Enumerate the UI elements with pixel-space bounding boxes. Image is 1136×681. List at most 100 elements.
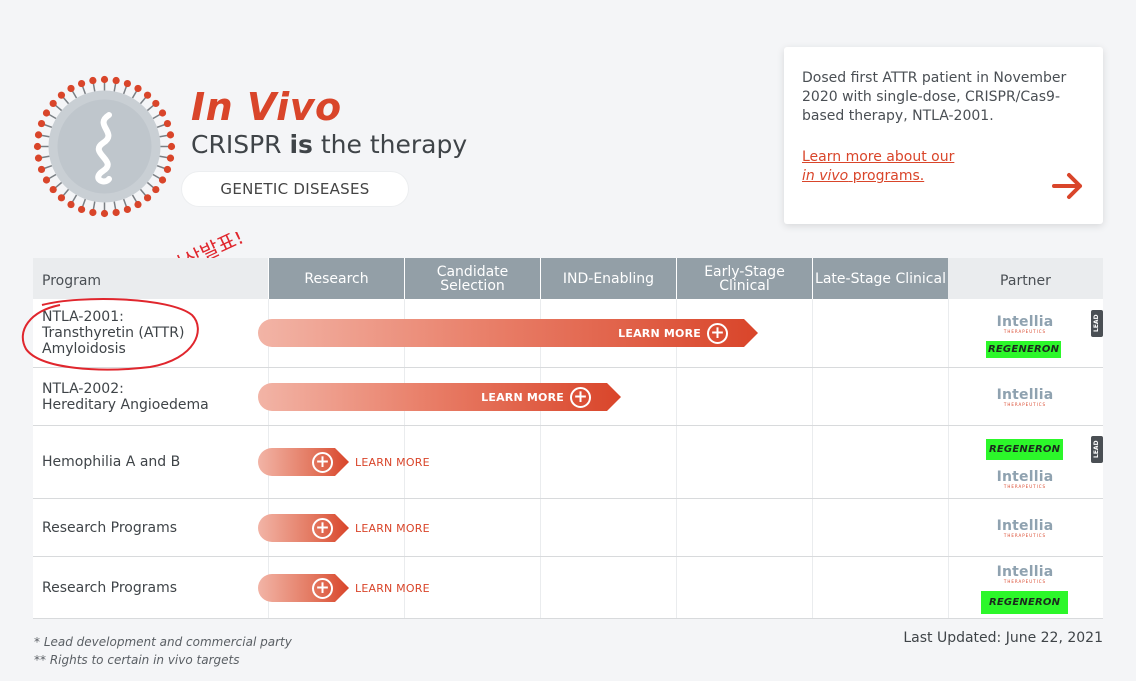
regeneron-logo: REGENERON [986,439,1064,460]
logo-dot [42,109,51,117]
subtitle-part: the therapy [320,130,468,159]
logo-spike [152,173,161,180]
logo-spike [146,104,155,112]
logo-dot [57,91,66,99]
logo-spike [113,201,117,210]
logo-spike [48,113,57,120]
logo-spike [44,164,53,170]
link-italic: in vivo [802,168,849,184]
header-phase-early-stage-clinical: Early-Stage Clinical [676,258,812,299]
header-phase-candidate-selection: Candidate Selection [404,258,540,299]
learn-more-label: LEARN MORE [355,581,430,595]
logo-dot [152,99,160,108]
logo-dot [163,165,172,174]
intellia-logo: Intellia THERAPEUTICS [995,315,1055,334]
table-row: NTLA-2002: Hereditary Angioedema Intelli… [33,368,1103,426]
table-row: Research Programs Intellia THERAPEUTICS … [33,557,1103,619]
program-line: Research Programs [42,579,178,596]
partner-cell: REGENERON Intellia THERAPEUTICS LEAD [948,426,1103,498]
logo-dot [158,109,167,117]
logo-dot [167,142,176,151]
research-programs-progress-bar[interactable]: + LEARN MORE [258,514,430,542]
phase-cell [676,426,812,498]
logo-dot [89,76,97,85]
program-line: Transthyretin (ATTR) [42,325,185,341]
plus-circle-icon: + [312,452,333,473]
logo-dot [123,205,132,214]
ntla-2001-progress-bar[interactable]: LEARN MORE + [258,319,758,347]
logo-spike [41,134,50,138]
logo-spike [44,123,53,129]
logo-dot [143,194,152,202]
arrow-right-icon[interactable] [1051,169,1085,203]
logo-dot [57,194,66,202]
phase-cell [676,557,812,618]
logo-spike [62,96,70,105]
subtitle-part: CRISPR [191,130,282,159]
program-line: Research Programs [42,519,178,536]
phase-cell [812,299,948,367]
logo-spike [159,134,168,138]
hemophilia-progress-bar[interactable]: + LEARN MORE [258,448,430,476]
info-card-text: Dosed first ATTR patient in November 202… [802,70,1067,124]
hand-drawn-circle-annotation [21,298,199,371]
header-phase-late-stage-clinical: Late-Stage Clinical [812,258,948,299]
logo-dot [49,99,57,108]
partner-cell: Intellia THERAPEUTICS [948,368,1103,425]
phase-cell [812,499,948,556]
ntla-2002-progress-bar[interactable]: LEARN MORE + [258,383,621,411]
intellia-wordmark: Intellia [996,469,1054,485]
logo-dot [100,209,109,218]
logo-spike [62,188,70,197]
logo-dot [33,142,42,151]
table-row: NTLA-2001: Transthyretin (ATTR) Amyloido… [33,299,1103,368]
link-text: programs. [852,168,925,184]
intellia-logo: Intellia THERAPEUTICS [995,470,1055,489]
logo-dot [89,208,97,217]
last-updated: Last Updated: June 22, 2021 [903,630,1103,646]
progress-arrow: + [258,448,349,476]
page-subtitle: CRISPR is the therapy [191,130,467,159]
program-name: Research Programs [33,499,268,556]
footnote-lead: * Lead development and commercial party [34,635,292,649]
logo-spike [113,83,117,92]
logo-dot [77,205,86,214]
logo-spike [139,96,147,105]
logo-spike [92,201,96,210]
table-row: Research Programs Intellia THERAPEUTICS … [33,499,1103,557]
plus-circle-icon: + [312,578,333,599]
intellia-subtitle: THERAPEUTICS [1003,579,1047,584]
logo-spike [71,90,78,99]
intellia-wordmark: Intellia [996,387,1054,403]
intellia-subtitle: THERAPEUTICS [1003,329,1047,334]
logo-spike [131,194,138,203]
phase-cell [812,557,948,618]
phase-cell [540,426,676,498]
program-name: NTLA-2002: Hereditary Angioedema [33,368,268,425]
partner-cell: Intellia THERAPEUTICS [948,499,1103,556]
intellia-subtitle: THERAPEUTICS [1003,484,1047,489]
learn-more-label: LEARN MORE [618,326,701,340]
progress-arrow: + [258,514,349,542]
program-name: Research Programs [33,557,268,618]
logo-dot [34,154,43,162]
phase-cell [404,499,540,556]
logo-spike [122,86,128,95]
header-partner: Partner [948,258,1103,299]
research-programs-progress-bar[interactable]: + LEARN MORE [258,574,430,602]
intellia-wordmark: Intellia [996,314,1054,330]
genetic-diseases-tab[interactable]: GENETIC DISEASES [182,172,408,206]
logo-dot [37,165,46,174]
logo-spike [156,164,165,170]
intellia-wordmark: Intellia [996,518,1054,534]
lead-badge: LEAD [1091,310,1103,337]
progress-arrow: + [258,574,349,602]
logo-spike [54,104,63,112]
learn-more-in-vivo-link[interactable]: Learn more about our in vivo programs. [802,148,1012,186]
logo-spike [81,198,87,207]
logo-dot [42,176,51,184]
program-name: Hemophilia A and B [33,426,268,498]
phase-cell [676,368,812,425]
program-line: Amyloidosis [42,341,126,357]
regeneron-logo: REGENERON [986,341,1062,358]
